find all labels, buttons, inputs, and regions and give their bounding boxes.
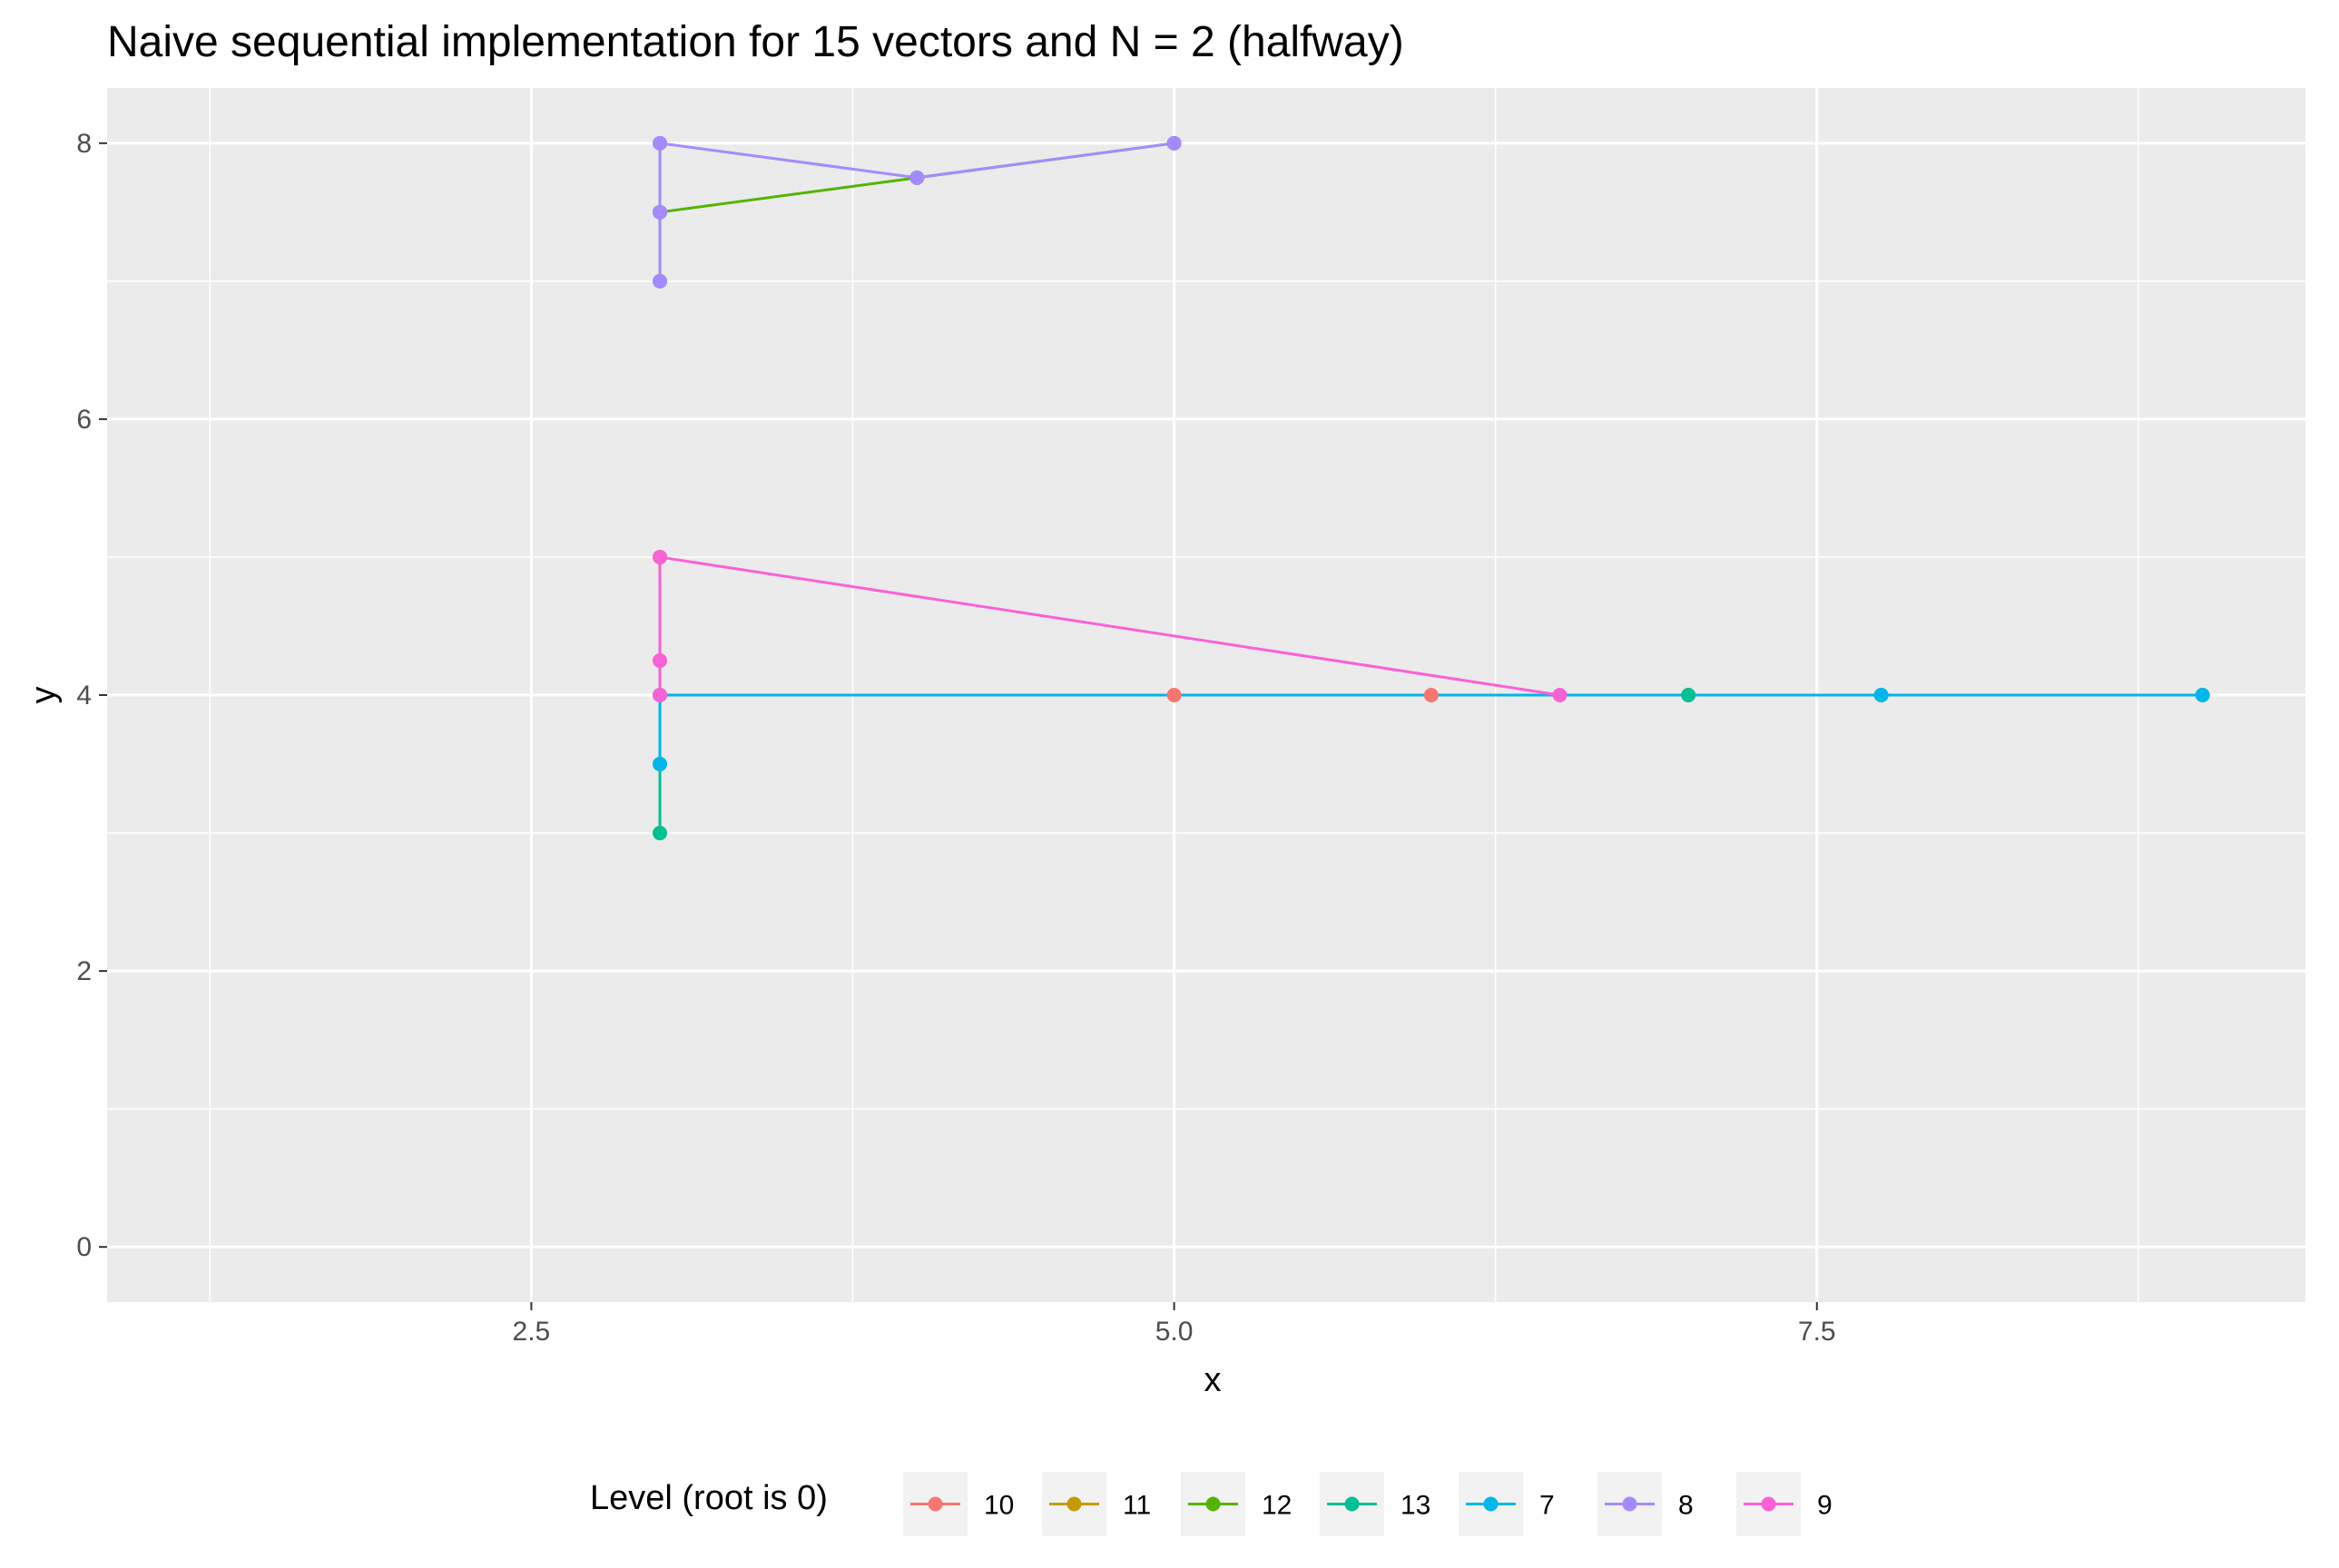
series-line-9 [658,555,1560,697]
data-point [653,549,668,564]
x-tick-label: 2.5 [513,1317,551,1347]
legend-item-7: 7 [1459,1472,1555,1536]
series-9 [658,555,1560,697]
legend-title: Level (root is 0) [590,1479,828,1517]
series-line-7 [658,693,2203,765]
legend-label: 10 [984,1491,1014,1521]
data-point [653,135,668,151]
data-point [653,204,668,220]
legend-label: 7 [1539,1491,1555,1521]
data-point [1681,688,1696,702]
legend-key-point [1483,1496,1499,1512]
series-points-8 [653,135,1182,289]
legend-item-9: 9 [1736,1472,1833,1536]
data-point [653,757,668,772]
data-point [1423,688,1439,702]
y-tick-label: 2 [76,956,92,986]
data-point [1552,688,1568,702]
legend-item-11: 11 [1042,1472,1151,1536]
x-tick-label: 5.0 [1155,1317,1194,1347]
y-axis-title: y [25,687,63,704]
data-point [909,170,925,185]
legend-label: 13 [1400,1491,1430,1521]
legend-key-point [1205,1496,1221,1512]
legend-key-point [1761,1496,1776,1512]
legend-key-point [1066,1496,1082,1512]
axis-ticks: 2.5 5.0 7.5 0 2 4 6 8 [76,129,1835,1347]
series-7 [658,693,2203,765]
data-point [653,826,668,841]
data-point [653,688,668,702]
legend-label: 12 [1262,1491,1292,1521]
legend-key-point [928,1496,943,1512]
legend-item-13: 13 [1320,1472,1430,1536]
x-axis-title: x [1204,1361,1222,1399]
legend-label: 9 [1817,1491,1833,1521]
legend: Level (root is 0) 10 11 12 13 7 8 9 [590,1472,1833,1536]
chart-title: Naive sequential implementation for 15 v… [107,18,1404,66]
data-point [1873,688,1889,702]
legend-item-10: 10 [903,1472,1014,1536]
series-layer [653,135,2210,841]
data-point [653,652,668,668]
y-tick-label: 4 [76,681,92,710]
data-point [653,273,668,289]
legend-item-12: 12 [1181,1472,1292,1536]
legend-key-point [1344,1496,1360,1512]
data-point [2195,688,2210,702]
legend-key-point [1622,1496,1637,1512]
data-point [1166,688,1182,702]
x-tick-label: 7.5 [1798,1317,1836,1347]
y-tick-label: 8 [76,129,92,159]
legend-label: 8 [1678,1491,1694,1521]
y-tick-label: 0 [76,1232,92,1262]
legend-label: 11 [1123,1491,1151,1521]
legend-item-8: 8 [1597,1472,1694,1536]
y-tick-label: 6 [76,405,92,435]
data-point [1166,135,1182,151]
series-points-9 [653,549,1568,702]
